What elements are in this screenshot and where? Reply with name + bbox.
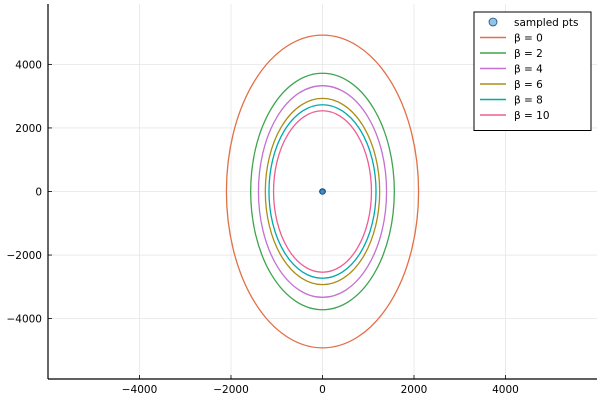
y-tick-label: −4000 [6,314,42,326]
scatter-points [319,188,326,195]
scatter-point [319,188,326,195]
x-tick-label: 4000 [492,384,519,396]
legend-label: sampled pts [514,17,578,29]
series-line-1 [250,72,395,311]
y-tick-label: 2000 [15,123,42,135]
series-line-5 [272,110,373,273]
series-line-3 [264,97,381,286]
plot-series [225,34,420,349]
x-tick-label: −2000 [213,384,249,396]
legend-box [473,11,592,131]
x-tick-label: −4000 [122,384,158,396]
legend-label: β = 4 [514,64,543,76]
legend-label: β = 8 [514,95,543,107]
y-tick-label: 0 [35,187,42,199]
axes: −4000 −2000 0 2000 4000 −4000 −2000 0 2000 4000 [6,4,597,396]
legend: sampled pts β = 0 β = 2 β = 4 β = 6 β = 8 β = … [473,11,592,131]
legend-label: β = 0 [514,33,543,45]
series-line-0 [225,34,420,349]
y-tick-label: 4000 [15,59,42,71]
legend-label: β = 6 [514,79,543,91]
legend-marker [488,17,498,27]
legend-label: β = 10 [514,110,550,122]
x-tick-label: 0 [319,384,326,396]
legend-label: β = 2 [514,48,543,60]
x-tick-label: 2000 [401,384,428,396]
series-line-2 [257,85,388,298]
series-line-4 [268,104,377,279]
y-tick-label: −2000 [6,250,42,262]
